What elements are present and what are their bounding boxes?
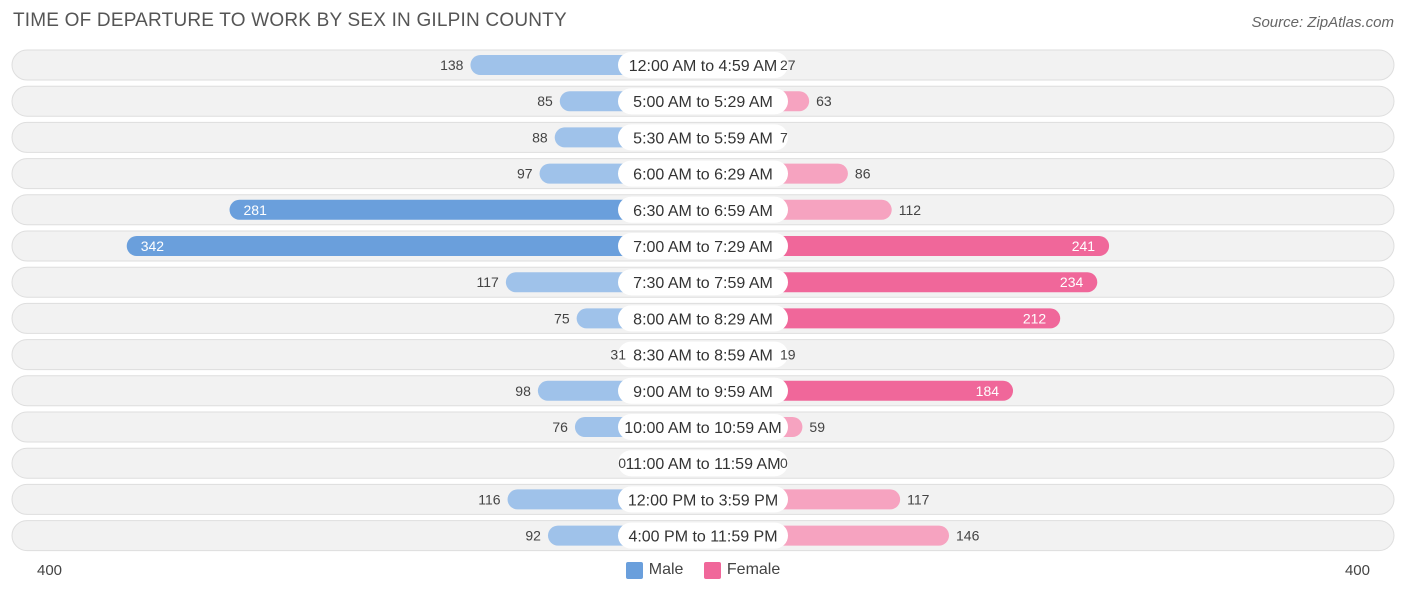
legend-item-male: Male bbox=[625, 561, 684, 579]
female-value-label: 184 bbox=[976, 383, 1000, 399]
bar-row: 8:30 AM to 8:59 AM 31 19 bbox=[11, 339, 1395, 371]
male-value-label: 117 bbox=[477, 274, 500, 290]
category-label-bg bbox=[618, 522, 788, 549]
category-label-bg bbox=[618, 450, 788, 477]
bar-row: 7:30 AM to 7:59 AM 117 234 bbox=[11, 266, 1395, 298]
male-bar bbox=[229, 199, 703, 220]
legend-swatch-female bbox=[703, 561, 721, 579]
bar-row: 12:00 AM to 4:59 AM 138 27 bbox=[11, 49, 1395, 81]
category-label-bg bbox=[618, 233, 788, 259]
male-value-label: 31 bbox=[610, 347, 626, 363]
category-label: 11:00 AM to 11:59 AM bbox=[625, 456, 780, 473]
bar-row: 8:00 AM to 8:29 AM 75 212 bbox=[11, 302, 1395, 334]
source-credit: Source: ZipAtlas.com bbox=[1251, 14, 1394, 31]
male-value-label: 138 bbox=[440, 57, 464, 73]
category-label-bg bbox=[618, 52, 788, 78]
bar-row: 5:30 AM to 5:59 AM 88 7 bbox=[11, 121, 1395, 153]
female-value-label: 7 bbox=[780, 129, 788, 145]
bar-row: 6:30 AM to 6:59 AM 281 112 bbox=[11, 194, 1395, 226]
male-value-label: 342 bbox=[141, 238, 165, 254]
legend-label-male: Male bbox=[648, 561, 684, 578]
legend-swatch-male bbox=[625, 561, 643, 579]
category-label-bg bbox=[618, 414, 788, 440]
male-value-label: 75 bbox=[554, 310, 570, 326]
male-bar bbox=[126, 236, 704, 256]
category-label-bg bbox=[618, 341, 788, 368]
male-value-label: 116 bbox=[478, 491, 501, 507]
axis-right-label: 400 bbox=[1344, 562, 1370, 579]
female-value-label: 212 bbox=[1023, 310, 1047, 326]
female-value-label: 86 bbox=[855, 166, 871, 182]
male-value-label: 88 bbox=[532, 129, 548, 145]
female-bar bbox=[703, 308, 1061, 329]
female-value-label: 241 bbox=[1072, 238, 1096, 254]
category-label: 12:00 AM to 4:59 AM bbox=[629, 58, 778, 75]
category-label-bg bbox=[618, 305, 788, 332]
axis-left-label: 400 bbox=[37, 562, 63, 579]
male-value-label: 98 bbox=[515, 383, 531, 399]
male-value-label: 281 bbox=[244, 202, 268, 218]
category-label: 5:30 AM to 5:59 AM bbox=[633, 130, 773, 147]
category-label-bg bbox=[618, 88, 788, 115]
category-label: 5:00 AM to 5:29 AM bbox=[633, 94, 773, 111]
male-value-label: 92 bbox=[525, 528, 541, 544]
category-label: 4:00 PM to 11:59 PM bbox=[628, 529, 777, 546]
female-bar bbox=[703, 236, 1110, 256]
male-value-label: 97 bbox=[517, 166, 533, 182]
category-label: 9:00 AM to 9:59 AM bbox=[633, 384, 773, 401]
bar-row: 12:00 PM to 3:59 PM 116 117 bbox=[11, 483, 1395, 515]
category-label-bg bbox=[618, 160, 788, 187]
category-label: 6:00 AM to 6:29 AM bbox=[633, 167, 773, 184]
category-label: 12:00 PM to 3:59 PM bbox=[628, 492, 778, 509]
male-value-label: 76 bbox=[552, 419, 568, 435]
male-value-label: 0 bbox=[618, 455, 626, 471]
female-value-label: 27 bbox=[780, 57, 796, 73]
category-label: 7:30 AM to 7:59 AM bbox=[633, 275, 773, 292]
female-bar bbox=[703, 272, 1098, 293]
chart-svg: 12:00 AM to 4:59 AM 138 27 5:00 AM to 5:29 … bbox=[11, 49, 1395, 552]
female-value-label: 0 bbox=[780, 455, 788, 471]
female-value-label: 234 bbox=[1060, 274, 1084, 290]
category-label-bg bbox=[618, 269, 788, 296]
bar-row: 7:00 AM to 7:29 AM 342 241 bbox=[11, 230, 1395, 262]
category-label-bg bbox=[618, 377, 788, 404]
category-label: 7:00 AM to 7:29 AM bbox=[633, 239, 773, 256]
female-value-label: 63 bbox=[816, 93, 832, 109]
female-value-label: 112 bbox=[899, 202, 922, 218]
legend-label-female: Female bbox=[726, 561, 781, 578]
bar-row: 9:00 AM to 9:59 AM 98 184 bbox=[11, 375, 1395, 407]
category-label-bg bbox=[618, 124, 788, 151]
female-value-label: 117 bbox=[907, 491, 930, 507]
category-label: 8:30 AM to 8:59 AM bbox=[633, 348, 773, 365]
female-value-label: 19 bbox=[780, 347, 796, 363]
male-value-label: 85 bbox=[537, 93, 553, 109]
category-label: 6:30 AM to 6:59 AM bbox=[633, 203, 773, 220]
category-label: 8:00 AM to 8:29 AM bbox=[633, 311, 773, 328]
chart-title: TIME OF DEPARTURE TO WORK BY SEX IN GILP… bbox=[13, 10, 567, 31]
category-label: 10:00 AM to 10:59 AM bbox=[624, 420, 781, 437]
bar-row: 10:00 AM to 10:59 AM 76 59 bbox=[11, 411, 1395, 443]
legend-item-female: Female bbox=[703, 561, 781, 579]
female-value-label: 59 bbox=[809, 419, 825, 435]
legend: Male Female bbox=[0, 561, 1406, 584]
category-label-bg bbox=[618, 196, 788, 223]
bar-row: 11:00 AM to 11:59 AM0 0 bbox=[11, 447, 1395, 479]
bar-row: 6:00 AM to 6:29 AM 97 86 bbox=[11, 158, 1395, 190]
female-value-label: 146 bbox=[956, 528, 980, 544]
bar-row: 4:00 PM to 11:59 PM 92 146 bbox=[11, 520, 1395, 552]
category-label-bg bbox=[618, 486, 788, 513]
bar-row: 5:00 AM to 5:29 AM 85 63 bbox=[11, 85, 1395, 117]
